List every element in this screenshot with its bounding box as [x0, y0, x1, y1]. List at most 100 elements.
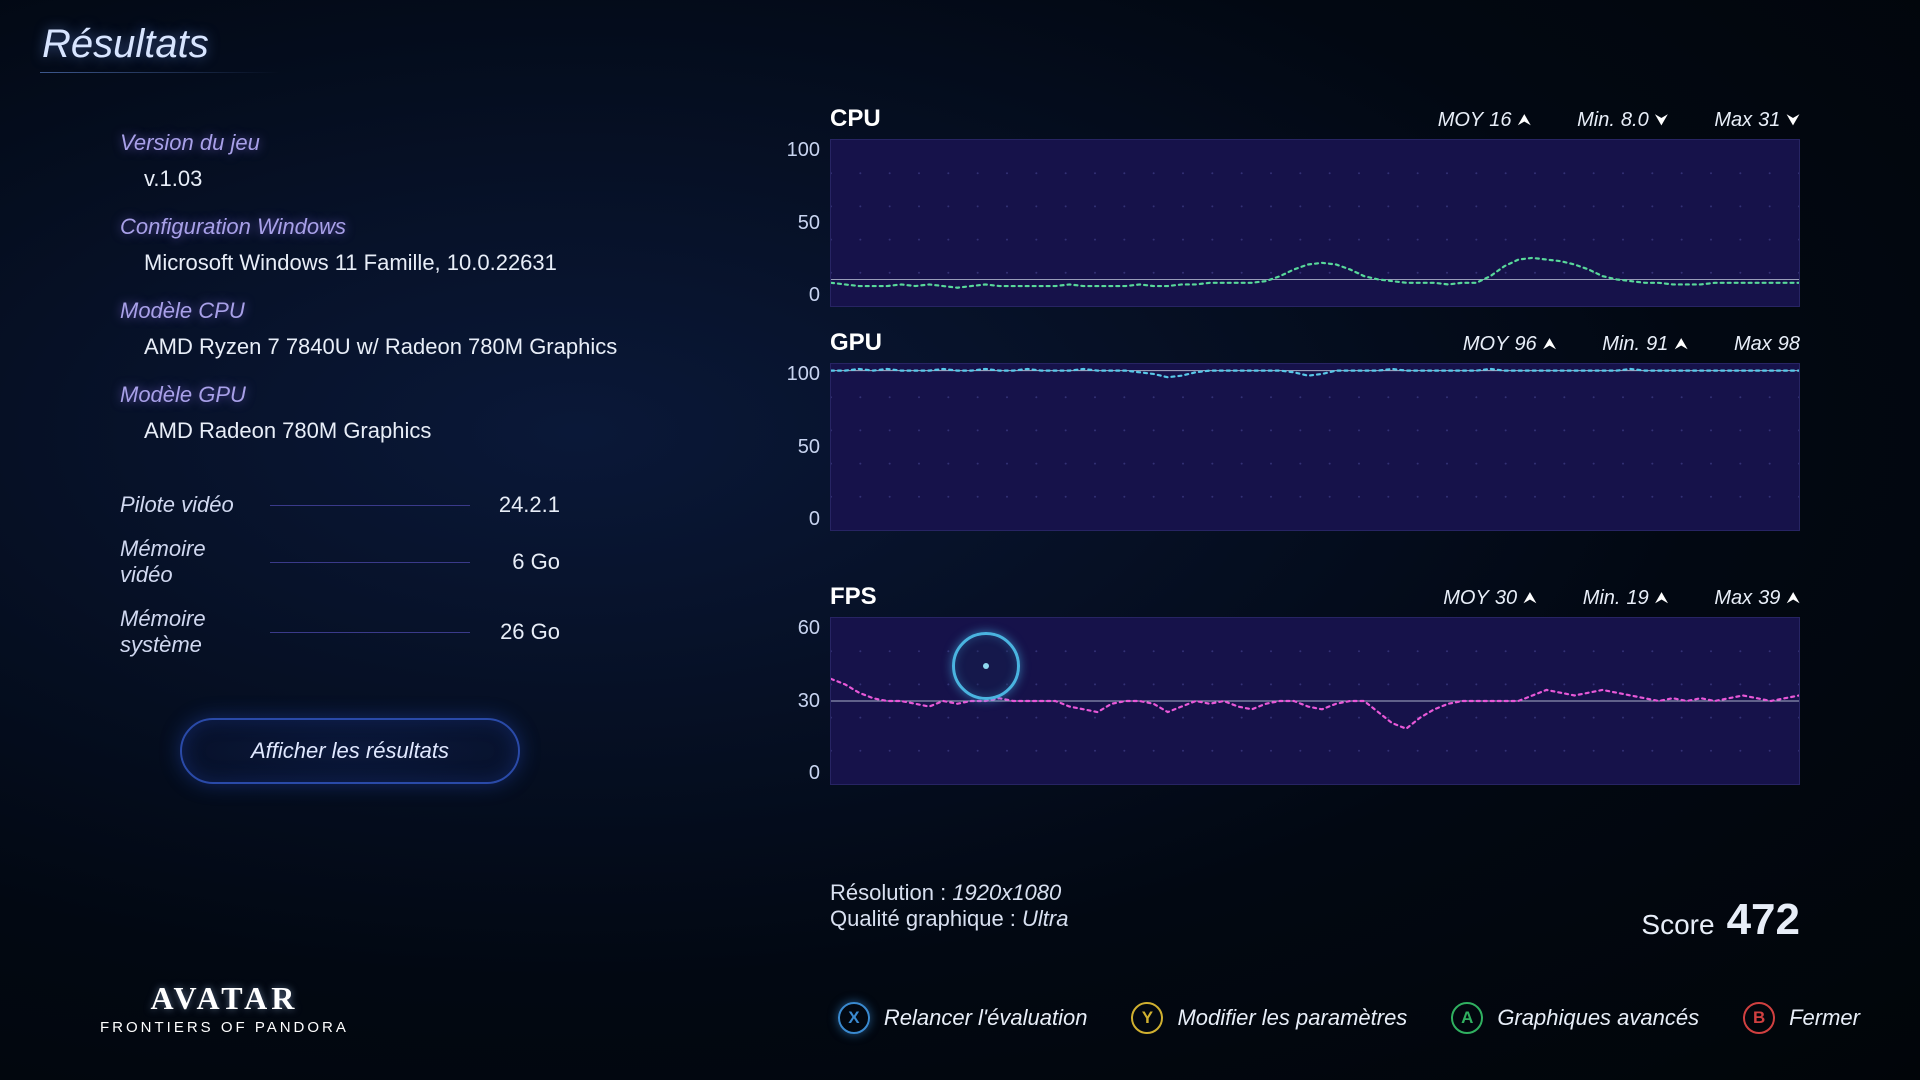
gpu-max-label: Max — [1734, 333, 1772, 356]
driver-value: 24.2.1 — [499, 492, 560, 518]
quality-value: Ultra — [1022, 906, 1068, 931]
quality-label: Qualité graphique : — [830, 906, 1016, 931]
cpu-y-axis: 100 50 0 — [780, 139, 830, 307]
fps-avg-label: MOY — [1443, 587, 1489, 610]
ytick: 50 — [798, 212, 820, 235]
score-label: Score — [1641, 909, 1714, 941]
version-value: v.1.03 — [144, 166, 640, 192]
ytick: 0 — [809, 762, 820, 785]
logo-sub: FRONTIERS OF PANDORA — [100, 1019, 349, 1036]
ytick: 30 — [798, 690, 820, 713]
fps-min-label: Min. — [1583, 587, 1621, 610]
cpu-chart: CPU MOY 16 ⮝ Min. 8.0 ⮟ Max 31 ⮟ 100 50 … — [780, 105, 1800, 307]
version-label: Version du jeu — [120, 130, 640, 156]
gpu-plot — [830, 363, 1800, 531]
cpu-max-value: 31 — [1758, 109, 1780, 132]
cursor-icon — [952, 632, 1020, 700]
gpu-chart: GPU MOY 96 ⮝ Min. 91 ⮝ Max 98 100 50 0 — [780, 329, 1800, 531]
modify-label: Modifier les paramètres — [1177, 1005, 1407, 1031]
cpu-avg-label: MOY — [1438, 109, 1484, 132]
gpu-avg-value: 96 — [1514, 333, 1536, 356]
advanced-label: Graphiques avancés — [1497, 1005, 1699, 1031]
relaunch-button[interactable]: X Relancer l'évaluation — [838, 1002, 1088, 1034]
cpu-min-value: 8.0 — [1621, 109, 1649, 132]
gpu-chart-title: GPU — [830, 329, 882, 357]
modify-button[interactable]: Y Modifier les paramètres — [1131, 1002, 1407, 1034]
ytick: 0 — [809, 284, 820, 307]
b-button-icon: B — [1743, 1002, 1775, 1034]
ytick: 100 — [787, 363, 820, 386]
fps-min-value: 19 — [1626, 587, 1648, 610]
button-bar: X Relancer l'évaluation Y Modifier les p… — [838, 1002, 1860, 1034]
gpu-y-axis: 100 50 0 — [780, 363, 830, 531]
system-info-panel: Version du jeu v.1.03 Configuration Wind… — [120, 130, 640, 784]
arrow-up-icon: ⮝ — [1523, 590, 1537, 608]
arrow-up-icon: ⮝ — [1786, 590, 1800, 608]
charts-panel: CPU MOY 16 ⮝ Min. 8.0 ⮟ Max 31 ⮟ 100 50 … — [780, 105, 1800, 807]
relaunch-label: Relancer l'évaluation — [884, 1005, 1088, 1031]
ytick: 0 — [809, 508, 820, 531]
fps-max-label: Max — [1714, 587, 1752, 610]
arrow-up-icon: ⮝ — [1543, 336, 1557, 354]
fps-max-value: 39 — [1758, 587, 1780, 610]
cpu-min-label: Min. — [1577, 109, 1615, 132]
fps-chart: FPS MOY 30 ⮝ Min. 19 ⮝ Max 39 ⮝ 60 30 0 — [780, 583, 1800, 785]
gpu-max-value: 98 — [1778, 333, 1800, 356]
fps-avg-value: 30 — [1495, 587, 1517, 610]
vram-value: 6 Go — [512, 549, 560, 575]
sysmem-value: 26 Go — [500, 619, 560, 645]
show-results-button[interactable]: Afficher les résultats — [180, 718, 520, 784]
a-button-icon: A — [1451, 1002, 1483, 1034]
advanced-button[interactable]: A Graphiques avancés — [1451, 1002, 1699, 1034]
cpu-label: Modèle CPU — [120, 298, 640, 324]
vram-label: Mémoire vidéo — [120, 536, 260, 588]
settings-summary: Résolution : 1920x1080 Qualité graphique… — [830, 880, 1068, 932]
arrow-up-icon: ⮝ — [1518, 112, 1532, 130]
driver-label: Pilote vidéo — [120, 492, 260, 518]
cpu-plot — [830, 139, 1800, 307]
arrow-up-icon: ⮝ — [1655, 590, 1669, 608]
arrow-down-icon: ⮟ — [1786, 112, 1800, 130]
cpu-chart-title: CPU — [830, 105, 881, 133]
cpu-value: AMD Ryzen 7 7840U w/ Radeon 780M Graphic… — [144, 334, 640, 360]
score-value: 472 — [1727, 895, 1800, 945]
gpu-min-value: 91 — [1646, 333, 1668, 356]
cpu-stats: MOY 16 ⮝ Min. 8.0 ⮟ Max 31 ⮟ — [1438, 109, 1800, 132]
cpu-max-label: Max — [1714, 109, 1752, 132]
divider — [270, 505, 470, 506]
ytick: 60 — [798, 617, 820, 640]
arrow-up-icon: ⮝ — [1674, 336, 1688, 354]
x-button-icon: X — [838, 1002, 870, 1034]
close-label: Fermer — [1789, 1005, 1860, 1031]
fps-y-axis: 60 30 0 — [780, 617, 830, 785]
gpu-avg-label: MOY — [1463, 333, 1509, 356]
resolution-label: Résolution : — [830, 880, 946, 905]
gpu-value: AMD Radeon 780M Graphics — [144, 418, 640, 444]
os-label: Configuration Windows — [120, 214, 640, 240]
logo-main: AVATAR — [100, 980, 349, 1017]
cpu-avg-value: 16 — [1489, 109, 1511, 132]
divider — [270, 562, 470, 563]
fps-plot — [830, 617, 1800, 785]
ytick: 50 — [798, 436, 820, 459]
title-underline — [40, 72, 280, 73]
driver-row: Pilote vidéo 24.2.1 — [120, 492, 640, 518]
os-value: Microsoft Windows 11 Famille, 10.0.22631 — [144, 250, 640, 276]
divider — [270, 632, 470, 633]
gpu-min-label: Min. — [1602, 333, 1640, 356]
y-button-icon: Y — [1131, 1002, 1163, 1034]
arrow-down-icon: ⮟ — [1655, 112, 1669, 130]
ytick: 100 — [787, 139, 820, 162]
fps-stats: MOY 30 ⮝ Min. 19 ⮝ Max 39 ⮝ — [1443, 587, 1800, 610]
close-button[interactable]: B Fermer — [1743, 1002, 1860, 1034]
fps-chart-title: FPS — [830, 583, 877, 611]
sysmem-label: Mémoire système — [120, 606, 260, 658]
score-display: Score 472 — [1641, 895, 1800, 945]
resolution-value: 1920x1080 — [952, 880, 1061, 905]
vram-row: Mémoire vidéo 6 Go — [120, 536, 640, 588]
page-title: Résultats — [42, 22, 209, 67]
sysmem-row: Mémoire système 26 Go — [120, 606, 640, 658]
gpu-label: Modèle GPU — [120, 382, 640, 408]
game-logo: AVATAR FRONTIERS OF PANDORA — [100, 980, 349, 1036]
gpu-stats: MOY 96 ⮝ Min. 91 ⮝ Max 98 — [1463, 333, 1800, 356]
